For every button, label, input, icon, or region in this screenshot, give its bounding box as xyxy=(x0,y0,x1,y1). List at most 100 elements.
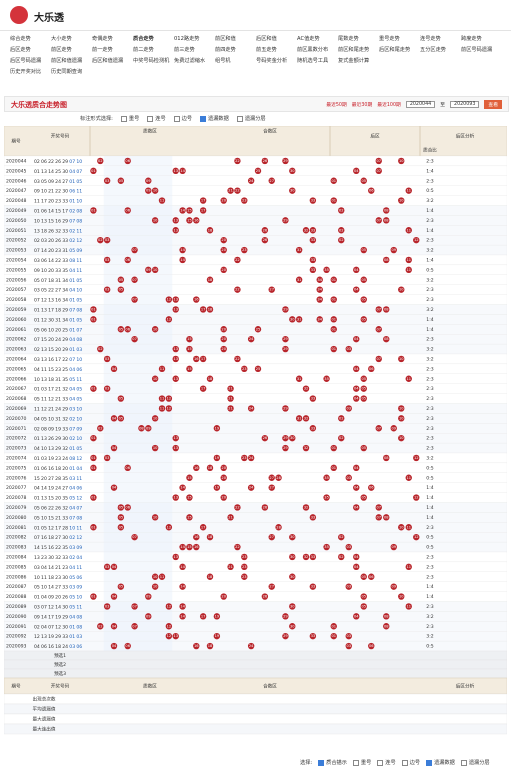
back-ball-label: 07 xyxy=(376,218,381,222)
option[interactable]: 遗漏分层 xyxy=(460,759,490,766)
back-num: 12 xyxy=(76,495,82,501)
checkbox[interactable] xyxy=(318,759,325,766)
nav-link[interactable]: 前区走势 xyxy=(51,47,72,53)
back-ball xyxy=(353,395,360,402)
ratio: 2:3 xyxy=(426,525,433,531)
to-input[interactable]: 2020093 xyxy=(450,101,480,108)
nav-link[interactable]: 前三走势 xyxy=(174,47,195,53)
nav-link[interactable]: 质合走势 xyxy=(133,36,154,42)
option[interactable]: 连号 xyxy=(377,759,396,766)
nav-link[interactable]: 前区和值遗漏 xyxy=(51,58,83,64)
nav-link[interactable]: 前区号码遗漏 xyxy=(461,47,493,53)
front-ball xyxy=(289,603,296,610)
front-num: 01 xyxy=(34,386,40,392)
front-ball xyxy=(172,217,179,224)
issue: 2020053 xyxy=(6,248,27,254)
nav-link[interactable]: 前区和值 xyxy=(215,36,236,42)
nav-link[interactable]: 重号走势 xyxy=(379,36,400,42)
front-ball-label: 26 xyxy=(263,436,268,440)
recent-link[interactable]: 最近100期 xyxy=(377,103,401,108)
recent-link[interactable]: 最近30期 xyxy=(351,103,373,108)
nav-link[interactable]: 连号走势 xyxy=(420,36,441,42)
front-ball-label: 29 xyxy=(283,406,288,410)
option[interactable]: 边号 xyxy=(401,759,420,766)
front-ball xyxy=(193,217,200,224)
checkbox[interactable] xyxy=(377,759,384,766)
checkbox[interactable] xyxy=(236,115,243,122)
front-num: 34 xyxy=(62,287,68,293)
checkbox[interactable] xyxy=(401,759,408,766)
checkbox[interactable] xyxy=(200,115,207,122)
front-ball xyxy=(193,296,200,303)
nav-link[interactable]: 前一走势 xyxy=(92,47,113,53)
front-num: 10 xyxy=(41,188,47,194)
option[interactable]: 重号 xyxy=(352,759,371,766)
back-ball-label: 10 xyxy=(399,159,404,163)
option[interactable]: 质合描示 xyxy=(318,759,347,766)
front-ball xyxy=(295,415,303,422)
back-ball xyxy=(375,514,382,521)
front-ball xyxy=(186,514,193,521)
nav-link[interactable]: 后区和尾走势 xyxy=(379,47,411,53)
option[interactable]: 边号 xyxy=(173,115,192,122)
checkbox[interactable] xyxy=(460,759,467,766)
view-button[interactable]: 查看 xyxy=(484,100,502,109)
front-num: 05 xyxy=(34,277,40,283)
prime-zone xyxy=(103,373,173,384)
nav-link[interactable]: 012路走势 xyxy=(174,36,200,42)
nav-link[interactable]: 免费过滤缩水 xyxy=(174,58,206,64)
ratio: 1:4 xyxy=(426,168,433,174)
option[interactable]: 重号 xyxy=(120,115,139,122)
back-num: 04 xyxy=(69,564,75,570)
nav-link[interactable]: 尾数走势 xyxy=(338,36,359,42)
nav-link[interactable]: 前区和尾走势 xyxy=(338,47,370,53)
nav-link[interactable]: 后区走势 xyxy=(10,47,31,53)
nav-link[interactable]: 五分区走势 xyxy=(420,47,446,53)
back-ball-label: 01 xyxy=(331,199,336,203)
nav-link[interactable]: 跨度走势 xyxy=(461,36,482,42)
checkbox[interactable] xyxy=(173,115,180,122)
checkbox[interactable] xyxy=(352,759,359,766)
from-input[interactable]: 2020044 xyxy=(405,101,436,108)
front-ball-label: 05 xyxy=(119,515,124,519)
back-num: 07 xyxy=(76,168,82,174)
nav-link[interactable]: AC值走势 xyxy=(297,36,320,42)
back-num: 03 xyxy=(69,545,75,551)
nav-link[interactable]: 历史开奖对比 xyxy=(10,69,42,75)
front-ball-label: 01 xyxy=(91,466,96,470)
recent-link[interactable]: 最近50期 xyxy=(326,103,347,108)
back-ball xyxy=(360,573,367,580)
back-ball xyxy=(360,385,367,392)
front-ball xyxy=(90,207,97,214)
front-ball-label: 06 xyxy=(125,208,130,212)
option[interactable]: 遗漏数据 xyxy=(426,759,455,766)
nav-link[interactable]: 后区号码遗漏 xyxy=(10,58,42,64)
nav-link[interactable]: 奇偶走势 xyxy=(92,36,113,42)
nav-link[interactable]: 后区和值遗漏 xyxy=(92,58,124,64)
nav-link[interactable]: 前四走势 xyxy=(215,47,236,53)
checkbox[interactable] xyxy=(120,115,127,122)
option[interactable]: 连号 xyxy=(147,115,166,122)
nav-link[interactable]: 号码奖金分析 xyxy=(256,58,288,64)
front-ball-label: 09 xyxy=(146,595,151,599)
nav-link[interactable]: 中奖号码检测机 xyxy=(133,58,170,64)
option[interactable]: 遗漏数据 xyxy=(200,115,229,122)
nav-link[interactable]: 前区黑数分布 xyxy=(297,47,329,53)
front-ball xyxy=(179,256,186,264)
nav-link[interactable]: 随机选号工具 xyxy=(297,58,329,64)
front-ball xyxy=(289,553,296,561)
nav-link[interactable]: 后区和值 xyxy=(256,36,277,42)
nav-link[interactable]: 复式金额计算 xyxy=(338,58,370,64)
checkbox[interactable] xyxy=(426,759,433,766)
checkbox[interactable] xyxy=(147,115,154,122)
nav-link[interactable]: 前五走势 xyxy=(256,47,277,53)
option[interactable]: 遗漏分层 xyxy=(236,115,266,122)
nav-link[interactable]: 大小走势 xyxy=(51,36,72,42)
nav-link[interactable]: 历史同期查询 xyxy=(51,69,83,75)
nav-link[interactable]: 前二走势 xyxy=(133,47,154,53)
nav-link[interactable]: 综合走势 xyxy=(10,36,31,42)
front-num: 22 xyxy=(55,545,61,551)
front-num: 21 xyxy=(55,396,61,402)
nav-link[interactable]: 组号机 xyxy=(215,58,231,64)
back-ball xyxy=(398,355,405,363)
